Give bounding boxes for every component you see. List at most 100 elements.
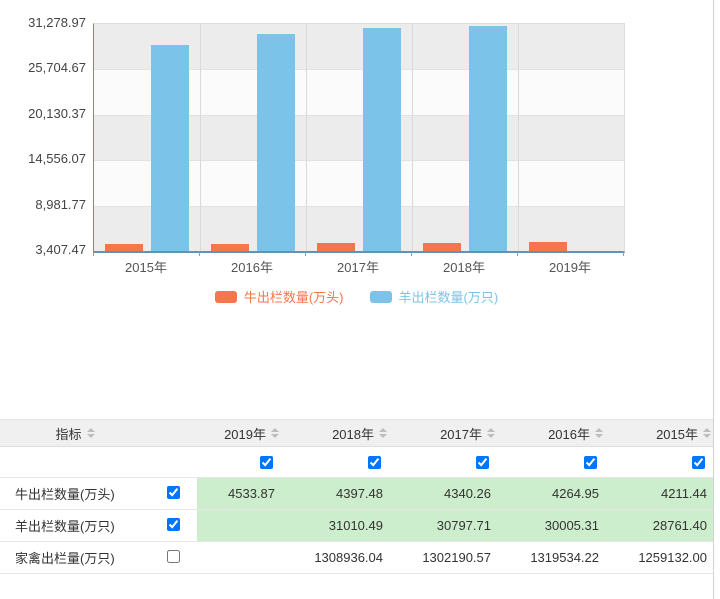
row-checkbox-0[interactable]	[167, 485, 180, 499]
sheep-bar-2018年[interactable]	[469, 26, 507, 251]
bar-group-2018年	[412, 24, 518, 251]
row-checkbox-cell	[150, 485, 197, 502]
sheep-bar-2015年[interactable]	[151, 45, 189, 251]
sort-icon	[595, 428, 603, 438]
value-cell	[197, 510, 281, 541]
cattle-bar-2019年[interactable]	[529, 242, 567, 251]
y-axis-label: 14,556.07	[28, 151, 86, 167]
row-checkbox-2[interactable]	[167, 549, 180, 563]
header-year-2019年[interactable]: 2019年	[197, 420, 281, 446]
row-checkbox-cell	[150, 517, 197, 534]
bar-chart: 31,278.97 25,704.67 20,130.37 14,556.07 8,98…	[28, 15, 625, 306]
y-axis-label: 25,704.67	[28, 60, 86, 76]
legend-marker-sheep	[369, 290, 392, 303]
x-axis-tick	[199, 252, 200, 256]
header-year-label: 2017年	[440, 426, 482, 442]
row-label: 家禽出栏量(万只)	[15, 551, 115, 566]
row-label: 羊出栏数量(万只)	[15, 519, 115, 534]
sheep-bar-2017年[interactable]	[363, 28, 401, 251]
value-cell: 4397.48	[281, 478, 389, 509]
plot-area	[93, 23, 625, 253]
legend-label: 羊出栏数量(万只)	[398, 290, 499, 305]
y-axis-label: 31,278.97	[28, 15, 86, 30]
value-cell: 4340.26	[389, 478, 497, 509]
x-axis-label-2017年: 2017年	[337, 260, 379, 275]
x-axis-tick	[623, 252, 624, 256]
sort-icon	[487, 428, 495, 438]
cattle-bar-2017年[interactable]	[317, 243, 355, 251]
header-year-2015年[interactable]: 2015年	[605, 420, 713, 446]
cattle-bar-2015年[interactable]	[105, 244, 143, 251]
header-year-2018年[interactable]: 2018年	[281, 420, 389, 446]
header-year-label: 2018年	[332, 426, 374, 442]
column-checkbox-2015年[interactable]	[692, 455, 705, 469]
legend-item-cattle[interactable]: 牛出栏数量(万头)	[214, 287, 344, 306]
x-axis-tick	[305, 252, 306, 256]
value-cell: 30005.31	[497, 510, 605, 541]
value-cell: 1308936.04	[314, 550, 383, 565]
header-indicator-label: 指标	[55, 426, 82, 442]
y-axis-label: 3,407.47	[35, 242, 86, 257]
data-table: 指标 2019年 2018年 2017年 2016年 2015年牛出栏数量(万头) 4533…	[0, 419, 713, 574]
column-checkbox-cell-2018年	[281, 447, 389, 477]
vertical-gridline	[200, 24, 201, 251]
value-cell: 4533.87	[197, 478, 281, 509]
sort-icon	[379, 428, 387, 438]
x-axis-label-2019年: 2019年	[549, 260, 591, 275]
value-cell	[197, 542, 281, 573]
y-axis-label: 8,981.77	[35, 196, 86, 212]
header-year-label: 2015年	[656, 426, 698, 442]
legend-marker-cattle	[214, 290, 237, 303]
y-axis-label: 20,130.37	[28, 105, 86, 121]
horizontal-gridline	[94, 205, 624, 207]
cattle-bar-2016年[interactable]	[211, 244, 249, 251]
header-indicator[interactable]: 指标	[0, 420, 150, 446]
column-checkbox-row	[0, 447, 713, 478]
value-cell: 30797.71	[389, 510, 497, 541]
header-year-2016年[interactable]: 2016年	[497, 420, 605, 446]
cattle-bar-2018年[interactable]	[423, 243, 461, 251]
horizontal-gridline	[94, 114, 624, 116]
bar-group-2016年	[200, 24, 306, 251]
vertical-gridline	[306, 24, 307, 251]
horizontal-gridline	[94, 160, 624, 162]
column-checkbox-2017年[interactable]	[476, 455, 489, 469]
column-checkbox-2018年[interactable]	[368, 455, 381, 469]
legend-label: 牛出栏数量(万头)	[243, 290, 344, 305]
value-cell: 1259132.00	[638, 550, 707, 565]
sort-icon	[86, 428, 95, 438]
header-year-label: 2019年	[224, 426, 266, 442]
column-checkbox-cell-2016年	[497, 447, 605, 477]
value-cell: 1319534.22	[530, 550, 599, 565]
x-axis-label-2015年: 2015年	[125, 260, 167, 275]
column-checkbox-cell-2019年	[197, 447, 281, 477]
sort-icon	[271, 428, 279, 438]
header-year-label: 2016年	[548, 426, 590, 442]
row-checkbox-cell	[150, 549, 197, 566]
column-checkbox-2019年[interactable]	[260, 455, 273, 469]
table-row-0: 牛出栏数量(万头) 4533.87 4397.48 4340.26 4264.95 421…	[0, 478, 713, 510]
header-year-2017年[interactable]: 2017年	[389, 420, 497, 446]
legend-item-sheep[interactable]: 羊出栏数量(万只)	[369, 287, 499, 306]
row-label: 牛出栏数量(万头)	[15, 487, 115, 502]
x-axis-tick	[517, 252, 518, 256]
column-checkbox-cell-2017年	[389, 447, 497, 477]
x-axis-tick	[411, 252, 412, 256]
row-checkbox-1[interactable]	[167, 517, 180, 531]
x-axis-label-2018年: 2018年	[443, 260, 485, 275]
bar-group-2019年	[518, 24, 624, 251]
value-cell: 31010.49	[281, 510, 389, 541]
sheep-bar-2016年[interactable]	[257, 34, 295, 251]
bar-groups	[94, 24, 624, 251]
vertical-gridline	[518, 24, 519, 251]
value-cell: 4264.95	[497, 478, 605, 509]
sort-icon	[703, 428, 711, 438]
horizontal-gridline	[94, 69, 624, 71]
x-axis-label-2016年: 2016年	[231, 260, 273, 275]
value-cell: 1302190.57	[422, 550, 491, 565]
bar-group-2015年	[94, 24, 200, 251]
table-row-2: 家禽出栏量(万只) 1308936.04 1302190.57 1319534.22 1…	[0, 542, 713, 574]
column-checkbox-2016年[interactable]	[584, 455, 597, 469]
value-cell: 4211.44	[605, 478, 713, 509]
